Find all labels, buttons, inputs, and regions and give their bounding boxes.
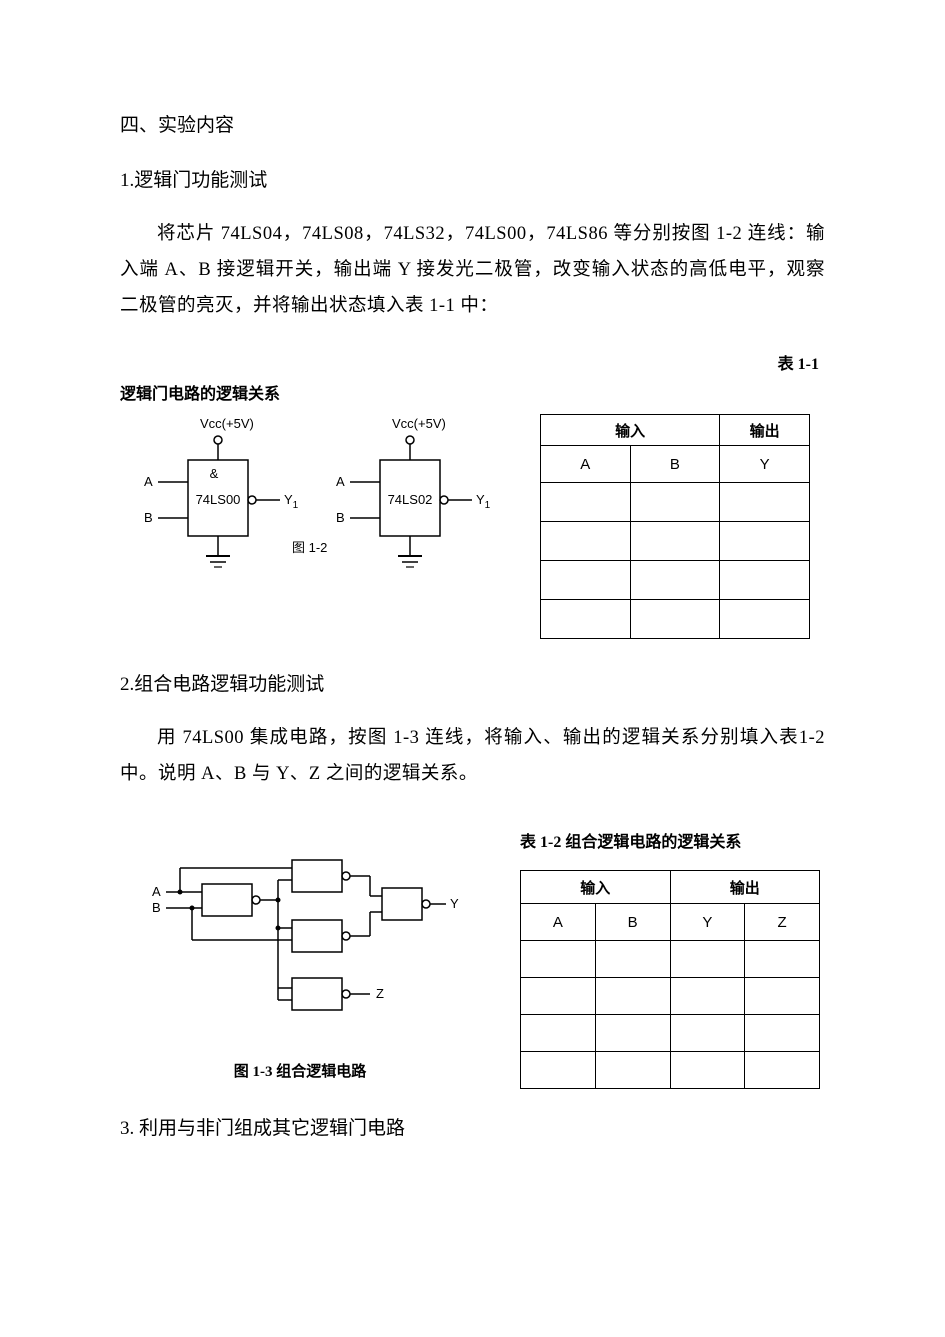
part2-paragraph: 用 74LS00 集成电路，按图 1-3 连线，将输入、输出的逻辑关系分别填入表… xyxy=(120,720,825,792)
gate2-inA: A xyxy=(336,474,345,489)
figure-1-2: Vcc(+5V) & 74LS00 A B Y1 xyxy=(120,414,500,609)
table2-caption: 表 1-2 组合逻辑电路的逻辑关系 xyxy=(520,828,820,852)
section-title: 四、实验内容 xyxy=(120,110,825,137)
table-row xyxy=(541,522,810,561)
diag2-outY: Y xyxy=(450,896,459,911)
part1-title: 1.逻辑门功能测试 xyxy=(120,165,825,192)
part1-row: Vcc(+5V) & 74LS00 A B Y1 xyxy=(120,414,825,639)
fig1-2-label: 图 1-2 xyxy=(292,540,327,555)
t2-hdr-in: 输入 xyxy=(521,871,671,904)
part2-row: A B xyxy=(120,818,825,1089)
t1-hdr-in: 输入 xyxy=(541,415,720,446)
t2-hdr-out: 输出 xyxy=(670,871,820,904)
fig1-3-caption: 图 1-3 组合逻辑电路 xyxy=(120,1060,480,1081)
t2-colZ: Z xyxy=(745,904,820,941)
diag1-title: 逻辑门电路的逻辑关系 xyxy=(120,380,825,404)
figure-1-3: A B xyxy=(120,848,460,1048)
part1-paragraph: 将芯片 74LS04，74LS08，74LS32，74LS00，74LS86 等… xyxy=(120,216,825,324)
t2-colA: A xyxy=(521,904,596,941)
table-row xyxy=(541,483,810,522)
t1-colY: Y xyxy=(720,446,810,483)
t2-colB: B xyxy=(595,904,670,941)
gate1-vcc-label: Vcc(+5V) xyxy=(200,416,254,431)
diag2-outZ: Z xyxy=(376,986,384,1001)
table-row xyxy=(521,1015,820,1052)
t1-colB: B xyxy=(630,446,720,483)
diag2-inA: A xyxy=(152,884,161,899)
table-row xyxy=(541,561,810,600)
gate2-vcc-label: Vcc(+5V) xyxy=(392,416,446,431)
table-row xyxy=(521,941,820,978)
part3-title: 3. 利用与非门组成其它逻辑门电路 xyxy=(120,1113,825,1140)
table-1-2: 输入 输出 A B Y Z xyxy=(520,870,820,1089)
t1-colA: A xyxy=(541,446,631,483)
gate1-chip: 74LS00 xyxy=(196,492,241,507)
gate2-inB: B xyxy=(336,510,345,525)
t2-colY: Y xyxy=(670,904,745,941)
table-row xyxy=(541,600,810,639)
gate1-symbol: & xyxy=(210,466,219,481)
diag2-inB: B xyxy=(152,900,161,915)
gate1-inB: B xyxy=(144,510,153,525)
gate2-out: Y1 xyxy=(476,492,491,511)
part2-title: 2.组合电路逻辑功能测试 xyxy=(120,669,825,696)
gate1-out: Y1 xyxy=(284,492,299,511)
table-row xyxy=(521,1052,820,1089)
table-row xyxy=(521,978,820,1015)
t1-hdr-out: 输出 xyxy=(720,415,810,446)
table-1-1: 输入 输出 A B Y xyxy=(540,414,810,639)
gate2-chip: 74LS02 xyxy=(388,492,433,507)
page: 四、实验内容 1.逻辑门功能测试 将芯片 74LS04，74LS08，74LS3… xyxy=(0,0,945,1244)
table1-label: 表 1-1 xyxy=(120,350,819,374)
gate1-inA: A xyxy=(144,474,153,489)
